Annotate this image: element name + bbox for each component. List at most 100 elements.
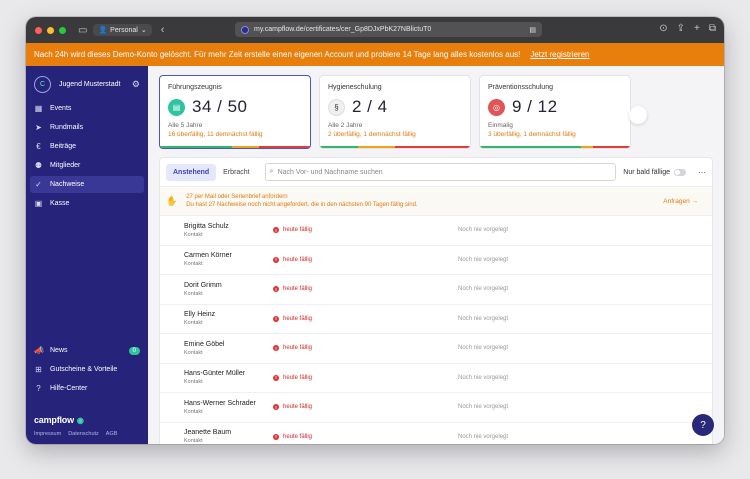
person-role: Kontakt bbox=[184, 379, 203, 386]
due-status: heute fällig bbox=[283, 256, 313, 263]
new-tab-icon[interactable]: + bbox=[694, 23, 700, 34]
card-praeventionsschulung[interactable]: Präventionsschulung ◎ 9 / 12 Einmalig 3 … bbox=[479, 75, 631, 149]
card-warning: 16 überfällig, 11 demnächst fällig bbox=[168, 131, 263, 138]
tab-anstehend[interactable]: Anstehend bbox=[166, 163, 217, 181]
due-soon-toggle[interactable] bbox=[674, 168, 686, 176]
sidebar-item-kasse[interactable]: ▣ Kasse bbox=[30, 195, 144, 212]
download-icon[interactable]: ⊙ bbox=[659, 23, 668, 34]
person-name: Brigitta Schulz bbox=[184, 222, 229, 230]
sidebar-footer: Impressum Datenschutz AGB bbox=[34, 431, 117, 437]
card-interval: Einmalig bbox=[488, 122, 513, 129]
paragraph-icon: § bbox=[328, 98, 345, 116]
table-row[interactable]: Elly Heinz Kontakt ! heute fällig Noch nie… bbox=[160, 305, 712, 334]
chat-icon: ? bbox=[700, 419, 706, 431]
card-status-bar bbox=[160, 146, 310, 148]
submission-status: Noch nie vorgelegt bbox=[458, 433, 509, 440]
person-name: Hans-Günter Müller bbox=[184, 370, 246, 378]
org-switcher[interactable]: C Jugend Musterstadt ⚙ bbox=[26, 74, 148, 94]
impressum-link[interactable]: Impressum bbox=[34, 431, 62, 437]
register-link[interactable]: Jetzt registrieren bbox=[530, 50, 590, 59]
address-bar[interactable]: my.campflow.de/certificates/cer_Gp8DJxPb… bbox=[235, 22, 542, 37]
table-row[interactable]: Dorit Grimm Kontakt ! heute fällig Noch ni… bbox=[160, 275, 712, 305]
person-name: Emine Göbel bbox=[184, 340, 225, 348]
more-options-icon[interactable]: ⋯ bbox=[698, 167, 706, 177]
notice-body: Du hast 27 Nachweise noch nicht angeford… bbox=[186, 202, 418, 208]
notice-title: 27 per Mail oder Serienbrief anfordern bbox=[186, 194, 288, 200]
person-name: Hans-Werner Schrader bbox=[184, 399, 256, 407]
sidebar-item-label: Events bbox=[50, 105, 72, 112]
alert-icon: ! bbox=[273, 286, 279, 293]
card-warning: 2 überfällig, 1 demnächst fällig bbox=[328, 131, 416, 138]
certificate-list-panel: Anstehend Erbracht ⌕ Nach Vor- und Nachn… bbox=[159, 157, 713, 444]
demo-banner: Nach 24h wird dieses Demo-Konto gelöscht… bbox=[26, 43, 724, 66]
table-row[interactable]: Emine Göbel Kontakt ! heute fällig Noch ni… bbox=[160, 334, 712, 364]
person-name: Jeanette Baum bbox=[184, 429, 232, 437]
list-toolbar: Anstehend Erbracht ⌕ Nach Vor- und Nachn… bbox=[160, 158, 712, 187]
sidebar-item-beitraege[interactable]: € Beiträge bbox=[30, 138, 144, 155]
main-content: Führungszeugnis ▤ 34 / 50 Alle 5 Jahre 1… bbox=[148, 66, 724, 444]
person-role: Kontakt bbox=[184, 438, 203, 444]
profile-switcher[interactable]: 👤 Personal ⌄ bbox=[93, 24, 152, 36]
sidebar-item-gutscheine[interactable]: ⊞ Gutscheine & Vorteile bbox=[30, 361, 144, 378]
request-notice: ✋ 27 per Mail oder Serienbrief anfordern… bbox=[160, 187, 712, 216]
minimize-window-button[interactable] bbox=[47, 26, 54, 34]
sidebar: C Jugend Musterstadt ⚙ ▦ Events ➤ Rundma… bbox=[26, 66, 148, 444]
person-name: Elly Heinz bbox=[184, 311, 216, 319]
card-warning: 3 überfällig, 1 demnächst fällig bbox=[488, 131, 576, 138]
sidebar-nav: ▦ Events ➤ Rundmails € Beiträge ⚉ Mitgli… bbox=[26, 100, 148, 212]
document-icon: ▤ bbox=[168, 98, 185, 116]
person-role: Kontakt bbox=[184, 408, 203, 415]
agb-link[interactable]: AGB bbox=[105, 431, 118, 437]
alert-icon: ! bbox=[273, 345, 279, 352]
table-row[interactable]: Jeanette Baum Kontakt ! heute fällig Noch … bbox=[160, 423, 712, 444]
sidebar-item-nachweise[interactable]: ✓ Nachweise bbox=[30, 176, 144, 193]
sidebar-item-news[interactable]: 📣 News 0 bbox=[30, 342, 144, 359]
reader-icon[interactable]: ▤ bbox=[529, 26, 536, 34]
sidebar-item-events[interactable]: ▦ Events bbox=[30, 100, 144, 117]
gear-icon[interactable]: ⚙ bbox=[131, 78, 140, 89]
due-status: heute fällig bbox=[283, 374, 313, 381]
users-icon: ⚉ bbox=[34, 161, 43, 170]
submission-status: Noch nie vorgelegt bbox=[458, 345, 509, 352]
person-icon: 👤 bbox=[98, 27, 108, 34]
sidebar-item-label: Gutscheine & Vorteile bbox=[50, 366, 118, 373]
support-chat-button[interactable]: ? bbox=[692, 414, 714, 436]
demo-banner-text: Nach 24h wird dieses Demo-Konto gelöscht… bbox=[34, 50, 521, 59]
app-layout: C Jugend Musterstadt ⚙ ▦ Events ➤ Rundma… bbox=[26, 66, 724, 444]
sidebar-item-rundmails[interactable]: ➤ Rundmails bbox=[30, 119, 144, 136]
datenschutz-link[interactable]: Datenschutz bbox=[68, 431, 99, 437]
request-button[interactable]: Anfragen → bbox=[663, 198, 698, 205]
eye-icon: ◎ bbox=[488, 98, 505, 116]
sidebar-item-mitglieder[interactable]: ⚉ Mitglieder bbox=[30, 157, 144, 174]
card-hygieneschulung[interactable]: Hygieneschulung § 2 / 4 Alle 2 Jahre 2 ü… bbox=[319, 75, 471, 149]
table-row[interactable]: Hans-Werner Schrader Kontakt ! heute fälli… bbox=[160, 393, 712, 423]
tab-overview-icon[interactable]: ⧉ bbox=[708, 23, 716, 34]
due-soon-label: Nur bald fällige bbox=[623, 168, 670, 176]
card-interval: Alle 5 Jahre bbox=[168, 122, 203, 129]
card-title: Hygieneschulung bbox=[328, 84, 382, 91]
alert-icon: ! bbox=[273, 227, 279, 234]
browser-window: ▭ 👤 Personal ⌄ ‹ my.campflow.de/certific… bbox=[26, 17, 724, 444]
card-fuehrungszeugnis[interactable]: Führungszeugnis ▤ 34 / 50 Alle 5 Jahre 1… bbox=[159, 75, 311, 149]
sidebar-item-label: Kasse bbox=[50, 200, 70, 207]
maximize-window-button[interactable] bbox=[59, 26, 66, 34]
sidebar-item-hilfe[interactable]: ? Hilfe-Center bbox=[30, 380, 144, 397]
sidebar-toggle-icon[interactable]: ▭ bbox=[78, 24, 88, 36]
campflow-logo: campflow ◉ bbox=[34, 415, 84, 425]
person-name: Carmen Körner bbox=[184, 252, 232, 260]
share-icon[interactable]: ⇪ bbox=[676, 23, 686, 34]
tab-erbracht[interactable]: Erbracht bbox=[223, 168, 250, 176]
person-role: Kontakt bbox=[184, 349, 203, 356]
close-window-button[interactable] bbox=[35, 26, 42, 34]
table-row[interactable]: Hans-Günter Müller Kontakt ! heute fällig … bbox=[160, 364, 712, 393]
sidebar-bottom-nav: 📣 News 0 ⊞ Gutscheine & Vorteile ? Hilfe… bbox=[26, 340, 148, 399]
brand-mark-icon: ◉ bbox=[76, 415, 84, 425]
due-status: heute fällig bbox=[283, 433, 313, 440]
add-certificate-button[interactable] bbox=[629, 106, 647, 124]
search-input[interactable]: ⌕ Nach Vor- und Nachname suchen bbox=[264, 163, 616, 181]
table-row[interactable]: Brigitta Schulz Kontakt ! heute fällig Noc… bbox=[160, 216, 712, 246]
table-row[interactable]: Carmen Körner Kontakt ! heute fällig Noch … bbox=[160, 246, 712, 275]
back-arrow-icon[interactable]: ‹ bbox=[160, 24, 165, 36]
card-count: 2 / 4 bbox=[352, 97, 388, 116]
person-name: Dorit Grimm bbox=[184, 281, 222, 289]
